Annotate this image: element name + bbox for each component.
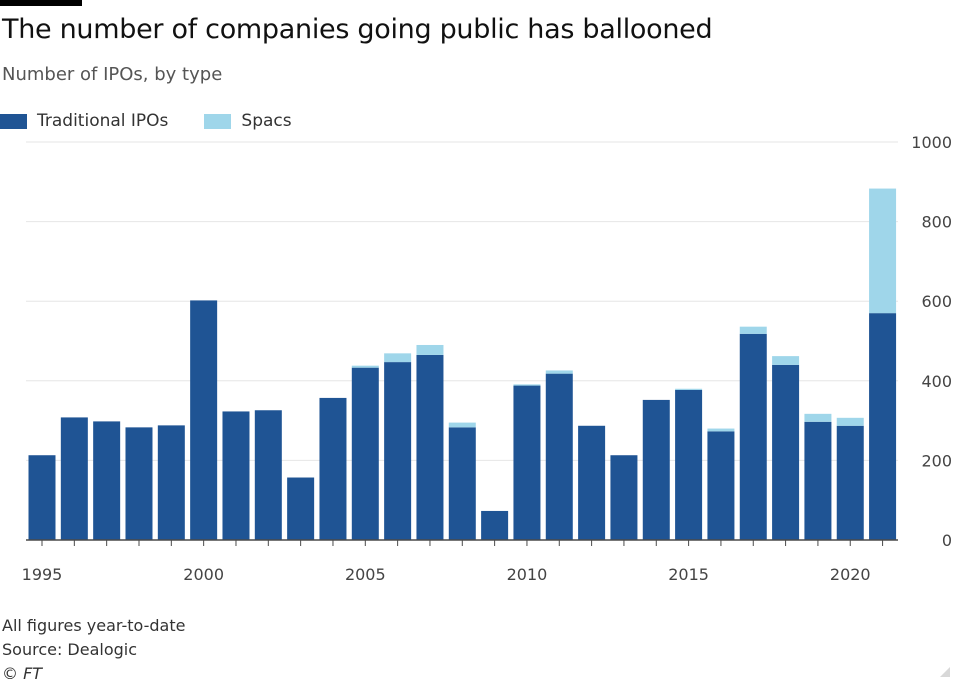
x-tick-label: 2015 [668, 565, 709, 584]
footer-copyright: © FT [2, 664, 43, 683]
bar-spacs [384, 353, 412, 363]
y-tick-label: 800 [921, 213, 952, 232]
legend: Traditional IPOs Spacs [0, 109, 328, 133]
bar-spacs [545, 370, 573, 374]
chart-title: The number of companies going public has… [2, 14, 713, 45]
bar-traditional [739, 333, 767, 540]
bar-traditional [578, 425, 606, 540]
bar-spacs [351, 365, 379, 368]
y-tick-label: 0 [942, 531, 952, 550]
bar-spacs [869, 188, 897, 314]
legend-item-traditional: Traditional IPOs [0, 111, 168, 131]
legend-swatch-traditional [0, 113, 27, 129]
bar-traditional [157, 425, 185, 540]
bar-spacs [804, 413, 832, 422]
bar-traditional [319, 397, 347, 540]
bar-traditional [545, 373, 573, 540]
bar-spacs [707, 428, 735, 432]
bar-traditional [222, 411, 250, 540]
bar-traditional [28, 455, 56, 540]
x-tick-label: 2000 [183, 565, 224, 584]
bar-traditional [869, 313, 897, 540]
bar-traditional [384, 362, 412, 540]
bar-spacs [836, 417, 864, 426]
resize-corner-icon [940, 667, 950, 677]
bar-traditional [804, 421, 832, 540]
chart-footer: All figures year-to-date Source: Dealogi… [2, 614, 185, 686]
bar-spacs [772, 356, 800, 365]
bar-traditional [610, 455, 638, 540]
bar-traditional [642, 399, 670, 540]
legend-item-spacs: Spacs [204, 111, 292, 131]
bar-traditional [60, 417, 88, 540]
y-tick-label: 1000 [911, 133, 952, 152]
x-tick-label: 2020 [830, 565, 871, 584]
x-tick-label: 2010 [507, 565, 548, 584]
legend-label-spacs: Spacs [241, 111, 292, 131]
bar-traditional [254, 410, 282, 540]
bar-spacs [448, 422, 476, 428]
bar-traditional [287, 477, 315, 540]
chart-subtitle: Number of IPOs, by type [2, 64, 223, 85]
bar-chart: 0 200 400 600 800 1000 1995 2000 2005 2010 2015 202… [22, 133, 952, 584]
bar-traditional [351, 367, 379, 540]
bar-traditional [93, 421, 121, 540]
bar-traditional [125, 427, 153, 540]
y-tick-label: 600 [921, 292, 952, 311]
bar-traditional [836, 425, 864, 540]
bar-traditional [772, 364, 800, 540]
bar-spacs [416, 344, 444, 355]
x-tick-label: 1995 [22, 565, 63, 584]
bar-spacs [675, 388, 703, 390]
x-tick-label: 2005 [345, 565, 386, 584]
legend-swatch-spacs [204, 113, 232, 129]
legend-label-traditional: Traditional IPOs [37, 111, 169, 131]
bar-traditional [481, 510, 509, 540]
footer-note: All figures year-to-date [2, 616, 186, 635]
bar-traditional [513, 385, 541, 540]
brand-bar [0, 0, 82, 6]
bar-spacs [739, 326, 767, 334]
bar-traditional [675, 389, 703, 540]
bar-traditional [190, 300, 218, 540]
y-tick-label: 400 [921, 372, 952, 391]
bar-traditional [416, 354, 444, 540]
footer-source: Source: Dealogic [2, 640, 138, 659]
bar-traditional [448, 427, 476, 540]
bar-traditional [707, 431, 735, 540]
y-tick-label: 200 [921, 451, 952, 470]
bar-spacs [513, 384, 541, 386]
